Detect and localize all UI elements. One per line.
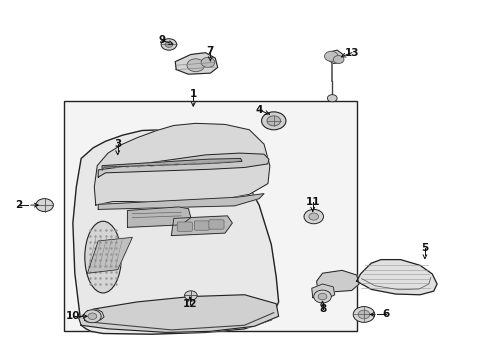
Text: 2: 2 xyxy=(16,200,23,210)
Text: 13: 13 xyxy=(344,48,358,58)
Circle shape xyxy=(324,51,337,61)
FancyBboxPatch shape xyxy=(208,220,224,229)
Text: 11: 11 xyxy=(305,197,319,207)
Circle shape xyxy=(357,310,369,319)
Circle shape xyxy=(161,39,176,50)
Text: 7: 7 xyxy=(206,46,214,56)
Polygon shape xyxy=(356,260,436,295)
Text: 5: 5 xyxy=(421,243,427,253)
Polygon shape xyxy=(94,123,269,205)
Polygon shape xyxy=(311,284,334,299)
Polygon shape xyxy=(98,153,268,177)
Polygon shape xyxy=(127,207,190,227)
Text: 4: 4 xyxy=(255,105,262,115)
Polygon shape xyxy=(102,158,242,170)
Polygon shape xyxy=(87,237,132,273)
Circle shape xyxy=(318,293,326,300)
FancyBboxPatch shape xyxy=(177,222,192,231)
Circle shape xyxy=(332,55,343,63)
Bar xyxy=(64,101,356,330)
Polygon shape xyxy=(98,194,264,210)
Polygon shape xyxy=(73,130,278,334)
Circle shape xyxy=(201,57,214,67)
Circle shape xyxy=(266,116,280,126)
Polygon shape xyxy=(326,50,342,63)
Text: 12: 12 xyxy=(182,299,197,309)
Text: 6: 6 xyxy=(382,310,389,319)
Circle shape xyxy=(308,213,318,220)
Polygon shape xyxy=(83,310,104,320)
FancyBboxPatch shape xyxy=(194,221,209,230)
Ellipse shape xyxy=(84,221,121,293)
Polygon shape xyxy=(79,295,278,332)
Circle shape xyxy=(352,307,374,322)
Text: 3: 3 xyxy=(114,139,121,149)
Polygon shape xyxy=(171,216,232,235)
Polygon shape xyxy=(316,270,358,292)
Text: 8: 8 xyxy=(318,304,325,314)
Circle shape xyxy=(261,112,285,130)
Text: 1: 1 xyxy=(189,89,197,99)
Text: 10: 10 xyxy=(65,311,80,321)
Circle shape xyxy=(313,290,330,303)
Polygon shape xyxy=(175,53,217,74)
Circle shape xyxy=(164,41,172,47)
Circle shape xyxy=(36,199,53,212)
Circle shape xyxy=(327,95,336,102)
Circle shape xyxy=(83,310,101,323)
Circle shape xyxy=(304,210,323,224)
Circle shape xyxy=(88,313,97,319)
Circle shape xyxy=(184,291,197,300)
Circle shape xyxy=(186,59,204,72)
Text: 9: 9 xyxy=(158,35,165,45)
